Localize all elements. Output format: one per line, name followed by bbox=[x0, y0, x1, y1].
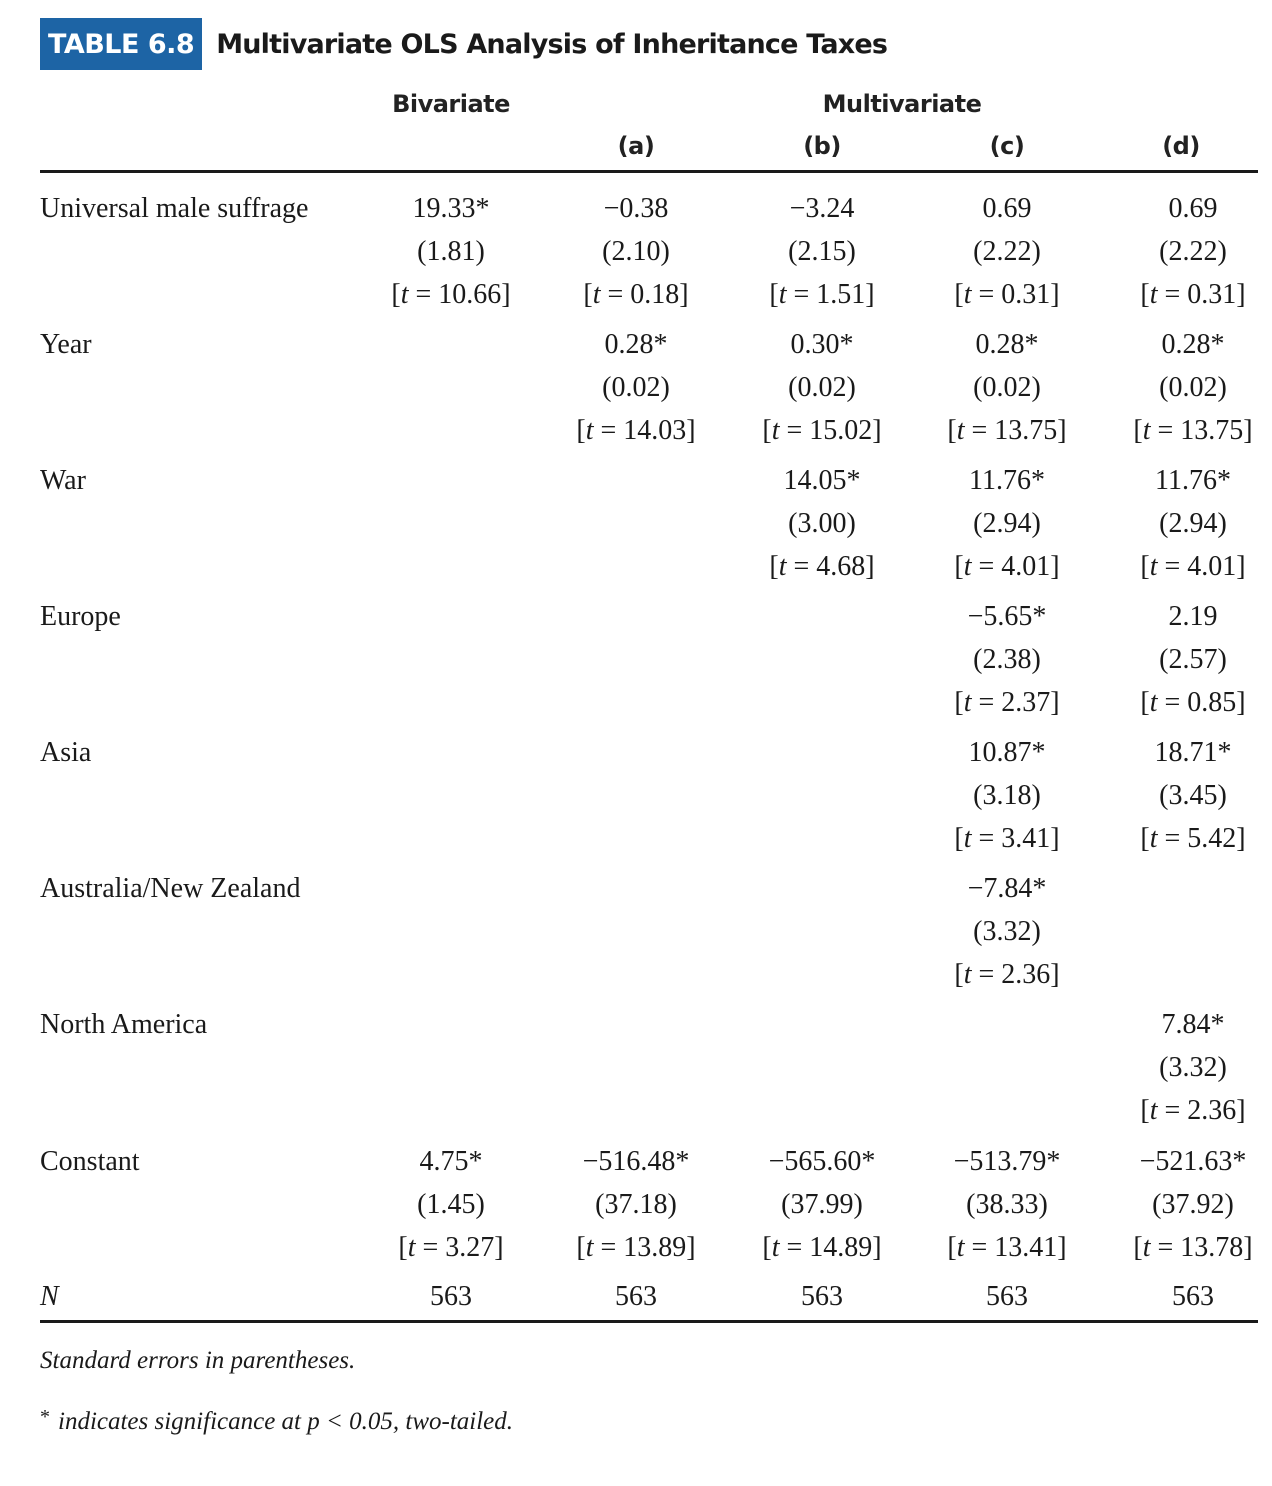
standard-error-value: (37.18) bbox=[595, 1189, 677, 1220]
standard-error-value: (37.92) bbox=[1152, 1189, 1234, 1220]
standard-error-value: (2.57) bbox=[1159, 644, 1227, 675]
standard-error-value: (2.15) bbox=[788, 236, 856, 267]
n-value: 563 bbox=[615, 1281, 657, 1312]
standard-error-value: (0.02) bbox=[602, 372, 670, 403]
standard-error-value: (3.18) bbox=[973, 780, 1041, 811]
coefficient-value: 0.30* bbox=[790, 329, 854, 360]
coefficient-value: 0.28* bbox=[604, 329, 668, 360]
standard-error-value: (2.10) bbox=[602, 236, 670, 267]
t-statistic-value: [t = 1.51] bbox=[769, 279, 875, 310]
t-statistic-value: [t = 4.01] bbox=[954, 551, 1060, 582]
t-statistic-value: [t = 2.36] bbox=[1140, 1095, 1246, 1126]
t-statistic-value: [t = 14.89] bbox=[762, 1232, 882, 1263]
table-number-badge: TABLE 6.8 bbox=[40, 18, 203, 70]
coefficient-value: 0.69 bbox=[982, 193, 1032, 224]
t-statistic-value: [t = 3.27] bbox=[398, 1232, 504, 1263]
asterisk-symbol: * bbox=[40, 1406, 50, 1428]
t-statistic-value: [t = 13.75] bbox=[947, 415, 1067, 446]
column-header-b: (b) bbox=[803, 132, 841, 160]
coefficient-value: 0.28* bbox=[975, 329, 1039, 360]
standard-error-value: (3.32) bbox=[973, 916, 1041, 947]
t-statistic-value: [t = 4.68] bbox=[769, 551, 875, 582]
column-header-a: (a) bbox=[617, 132, 655, 160]
coefficient-value: 0.28* bbox=[1161, 329, 1225, 360]
row-label: Europe bbox=[40, 601, 121, 632]
coefficient-value: −7.84* bbox=[967, 873, 1047, 904]
n-value: 563 bbox=[1172, 1281, 1214, 1312]
coefficient-value: 4.75* bbox=[419, 1146, 483, 1177]
standard-error-value: (3.32) bbox=[1159, 1052, 1227, 1083]
bottom-rule bbox=[40, 1320, 1258, 1323]
coefficient-value: 11.76* bbox=[1155, 465, 1231, 496]
standard-error-value: (38.33) bbox=[966, 1189, 1048, 1220]
t-statistic-value: [t = 0.31] bbox=[954, 279, 1060, 310]
coefficient-value: 19.33* bbox=[412, 193, 490, 224]
n-value: 563 bbox=[801, 1281, 843, 1312]
row-label: Australia/New Zealand bbox=[40, 873, 301, 904]
group-header-multivariate: Multivariate bbox=[822, 90, 982, 118]
row-label: Year bbox=[40, 329, 92, 360]
t-statistic-value: [t = 0.85] bbox=[1140, 687, 1246, 718]
coefficient-value: 14.05* bbox=[783, 465, 861, 496]
standard-error-value: (3.45) bbox=[1159, 780, 1227, 811]
coefficient-value: −3.24 bbox=[789, 193, 855, 224]
t-statistic-value: [t = 14.03] bbox=[576, 415, 696, 446]
standard-error-value: (2.94) bbox=[973, 508, 1041, 539]
n-value: 563 bbox=[986, 1281, 1028, 1312]
standard-error-value: (37.99) bbox=[781, 1189, 863, 1220]
coefficient-value: −0.38 bbox=[603, 193, 669, 224]
t-statistic-value: [t = 13.89] bbox=[576, 1232, 696, 1263]
coefficient-value: 2.19 bbox=[1168, 601, 1218, 632]
coefficient-value: 10.87* bbox=[968, 737, 1046, 768]
t-statistic-value: [t = 4.01] bbox=[1140, 551, 1246, 582]
t-statistic-value: [t = 10.66] bbox=[391, 279, 511, 310]
coefficient-value: −5.65* bbox=[967, 601, 1047, 632]
column-header-c: (c) bbox=[989, 132, 1025, 160]
t-statistic-value: [t = 5.42] bbox=[1140, 823, 1246, 854]
t-statistic-value: [t = 13.75] bbox=[1133, 415, 1253, 446]
coefficient-value: 18.71* bbox=[1154, 737, 1232, 768]
t-statistic-value: [t = 3.41] bbox=[954, 823, 1060, 854]
standard-error-value: (2.22) bbox=[973, 236, 1041, 267]
row-label: Asia bbox=[40, 737, 92, 768]
table-title: Multivariate OLS Analysis of Inheritance… bbox=[216, 28, 888, 60]
note-standard-errors: Standard errors in parentheses. bbox=[40, 1347, 356, 1374]
t-statistic-value: [t = 2.36] bbox=[954, 959, 1060, 990]
coefficient-value: 7.84* bbox=[1161, 1009, 1225, 1040]
coefficient-value: −521.63* bbox=[1139, 1146, 1247, 1177]
row-label: War bbox=[40, 465, 86, 496]
coefficient-value: 11.76* bbox=[969, 465, 1045, 496]
coefficient-value: −516.48* bbox=[582, 1146, 690, 1177]
standard-error-value: (2.22) bbox=[1159, 236, 1227, 267]
column-header-d: (d) bbox=[1162, 132, 1200, 160]
coefficient-value: −513.79* bbox=[953, 1146, 1061, 1177]
row-label: North America bbox=[40, 1009, 208, 1040]
coefficient-value: −565.60* bbox=[768, 1146, 876, 1177]
standard-error-value: (3.00) bbox=[788, 508, 856, 539]
coefficient-value: 0.69 bbox=[1168, 193, 1218, 224]
t-statistic-value: [t = 15.02] bbox=[762, 415, 882, 446]
t-statistic-value: [t = 13.41] bbox=[947, 1232, 1067, 1263]
standard-error-value: (2.38) bbox=[973, 644, 1041, 675]
standard-error-value: (1.45) bbox=[417, 1189, 485, 1220]
group-header-bivariate: Bivariate bbox=[392, 90, 510, 118]
t-statistic-value: [t = 2.37] bbox=[954, 687, 1060, 718]
standard-error-value: (0.02) bbox=[788, 372, 856, 403]
t-statistic-value: [t = 0.31] bbox=[1140, 279, 1246, 310]
header-rule bbox=[40, 170, 1258, 173]
note-significance: * indicates significance at p < 0.05, two… bbox=[40, 1406, 514, 1435]
standard-error-value: (2.94) bbox=[1159, 508, 1227, 539]
standard-error-value: (0.02) bbox=[1159, 372, 1227, 403]
row-label: Constant bbox=[40, 1146, 140, 1177]
n-value: 563 bbox=[430, 1281, 472, 1312]
standard-error-value: (0.02) bbox=[973, 372, 1041, 403]
t-statistic-value: [t = 13.78] bbox=[1133, 1232, 1253, 1263]
n-row-label: N bbox=[40, 1281, 59, 1312]
table-header: TABLE 6.8 Multivariate OLS Analysis of I… bbox=[40, 18, 888, 70]
row-label: Universal male suffrage bbox=[40, 193, 309, 224]
t-statistic-value: [t = 0.18] bbox=[583, 279, 689, 310]
standard-error-value: (1.81) bbox=[417, 236, 485, 267]
